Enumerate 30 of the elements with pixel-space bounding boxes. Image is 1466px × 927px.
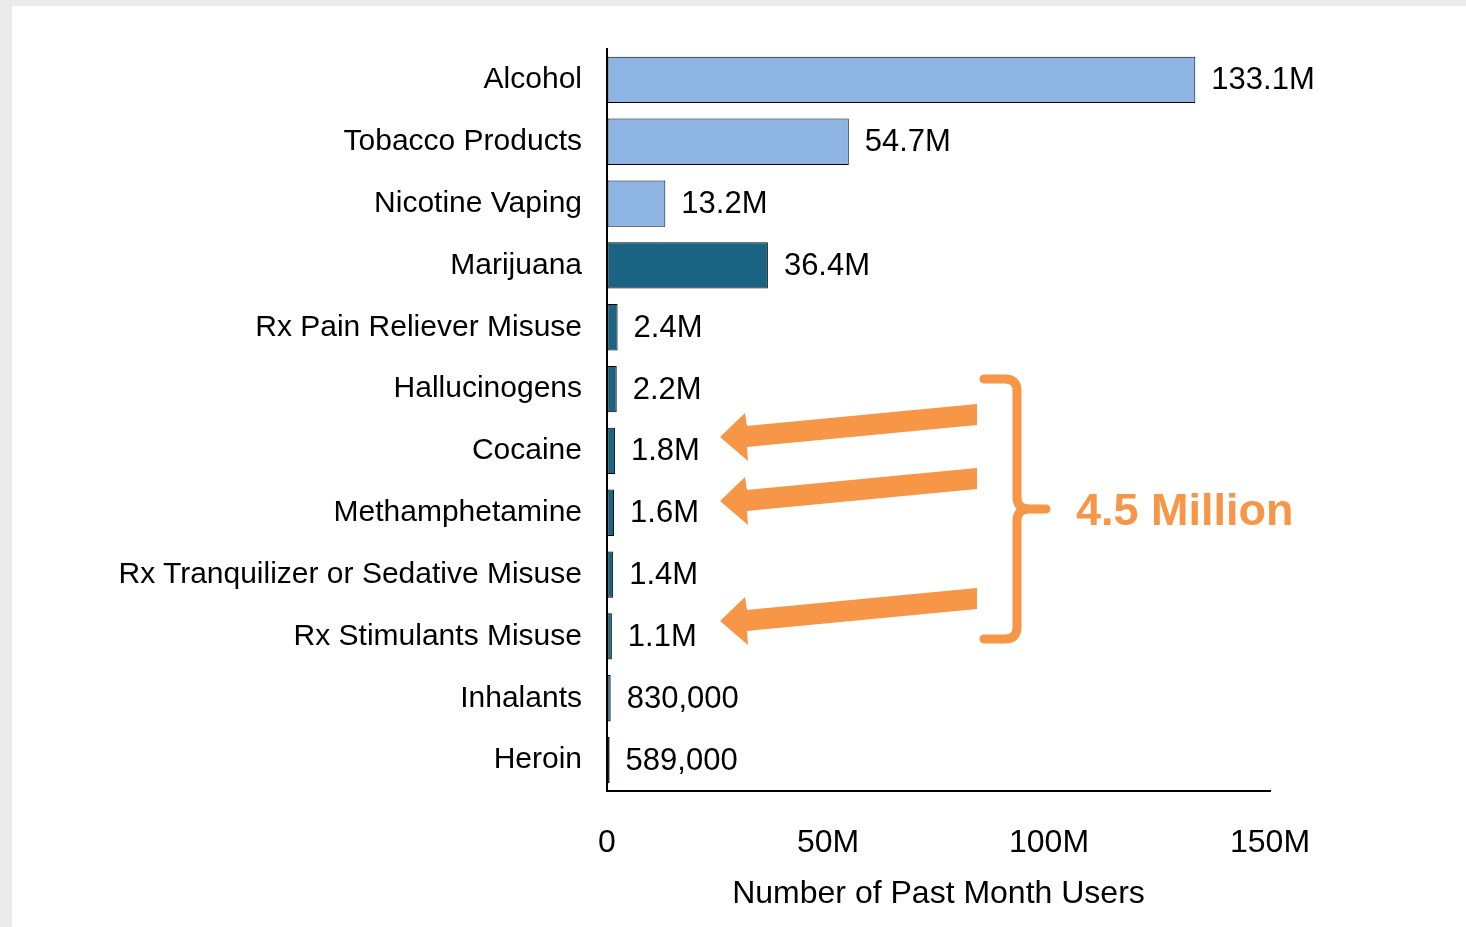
data-label: 54.7M xyxy=(864,123,951,159)
data-label: 830,000 xyxy=(626,679,739,715)
y-tick-label: Hallucinogens xyxy=(393,370,582,404)
data-label: 1.8M xyxy=(630,432,700,468)
y-tick-label: Nicotine Vaping xyxy=(374,184,582,218)
x-tick-label: 150M xyxy=(1229,823,1311,860)
data-label: 36.4M xyxy=(783,246,871,282)
y-tick-label: Cocaine xyxy=(471,432,582,466)
data-label: 133.1M xyxy=(1211,61,1315,97)
y-tick-label: Rx Stimulants Misuse xyxy=(293,617,582,651)
data-label: 2.4M xyxy=(633,308,703,344)
data-label: 1.6M xyxy=(630,494,699,530)
y-tick-label: Heroin xyxy=(493,741,582,775)
data-label: 1.1M xyxy=(627,617,697,653)
x-tick-label: 100M xyxy=(1008,823,1090,860)
data-label: 13.2M xyxy=(681,185,768,221)
y-tick-label: Marijuana xyxy=(450,246,583,280)
data-label: 1.4M xyxy=(629,556,699,592)
x-axis-title: Number of Past Month Users xyxy=(732,873,1145,910)
annotation: 4.5 Million xyxy=(1076,484,1294,536)
data-label: 589,000 xyxy=(625,741,738,777)
y-tick-label: Rx Tranquilizer or Sedative Misuse xyxy=(118,555,582,589)
y-tick-label: Rx Pain Reliever Misuse xyxy=(255,308,582,342)
y-tick-label: Alcohol xyxy=(483,61,582,95)
y-tick-label: Methamphetamine xyxy=(333,494,582,528)
y-tick-label: Tobacco Products xyxy=(343,123,582,157)
y-tick-label: Inhalants xyxy=(460,679,582,713)
x-tick-label: 50M xyxy=(796,823,860,860)
x-tick-label: 0 xyxy=(598,823,616,860)
data-label: 2.2M xyxy=(632,370,702,406)
